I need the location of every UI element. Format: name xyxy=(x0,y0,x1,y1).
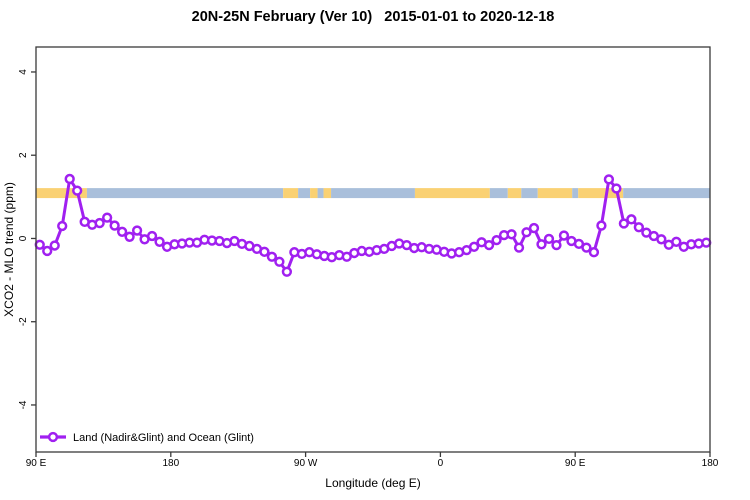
data-point-marker xyxy=(72,185,83,196)
y-tick-label: 4 xyxy=(18,69,29,75)
land-ocean-band-segment-land xyxy=(323,188,332,199)
x-axis-label: Longitude (deg E) xyxy=(325,476,420,490)
data-point-marker xyxy=(506,229,517,240)
data-point-marker xyxy=(146,230,158,242)
land-ocean-band-segment-land xyxy=(283,188,299,199)
data-point-marker xyxy=(154,236,165,247)
land-ocean-band-segment-land xyxy=(537,188,573,199)
data-point-marker xyxy=(34,239,45,250)
data-point-marker xyxy=(94,217,105,229)
data-point-marker xyxy=(521,227,532,238)
y-tick-label: 2 xyxy=(18,152,29,158)
legend-label: Land (Nadir&Glint) and Ocean (Glint) xyxy=(73,432,254,444)
land-ocean-band-segment-ocean xyxy=(623,188,710,199)
data-point-marker xyxy=(596,220,607,231)
data-point-marker xyxy=(341,251,352,262)
data-point-marker xyxy=(101,212,113,223)
y-tick-label: 0 xyxy=(18,235,29,241)
x-tick-label: 180 xyxy=(702,458,719,469)
data-point-marker xyxy=(671,236,682,247)
data-point-marker xyxy=(656,234,667,245)
x-tick-label: 90 W xyxy=(294,458,318,469)
data-point-marker xyxy=(42,245,53,257)
y-axis-label: XCO2 - MLO trend (ppm) xyxy=(2,182,16,317)
data-point-marker xyxy=(581,242,592,253)
land-ocean-band-segment-ocean xyxy=(489,188,508,199)
chart-title: 20N-25N February (Ver 10) 2015-01-01 to … xyxy=(192,9,555,25)
land-ocean-band-segment-land xyxy=(414,188,490,199)
land-ocean-band-segment-ocean xyxy=(317,188,324,199)
legend-marker-icon xyxy=(47,431,59,443)
data-point-marker xyxy=(281,266,293,277)
data-point-marker xyxy=(116,226,128,237)
data-point-marker xyxy=(633,222,645,233)
x-tick-label: 0 xyxy=(438,458,444,469)
data-point-marker xyxy=(266,251,278,262)
data-point-marker xyxy=(551,239,562,251)
land-ocean-band-segment-ocean xyxy=(86,188,284,199)
x-tick-label: 90 E xyxy=(565,458,586,469)
data-point-marker xyxy=(611,183,622,194)
data-point-marker xyxy=(109,220,120,231)
land-ocean-band-segment-ocean xyxy=(572,188,579,199)
data-point-marker xyxy=(274,256,285,267)
data-point-marker xyxy=(483,239,495,251)
data-point-marker xyxy=(558,230,570,241)
data-point-marker xyxy=(259,246,270,257)
data-point-marker xyxy=(124,231,135,242)
land-ocean-band-segment-land xyxy=(507,188,522,199)
data-point-marker xyxy=(588,247,600,258)
y-tick-label: -4 xyxy=(18,400,29,409)
x-tick-label: 180 xyxy=(162,458,179,469)
data-point-marker xyxy=(543,233,555,245)
land-ocean-band-segment-land xyxy=(578,188,624,199)
land-ocean-band-segment-land xyxy=(36,188,87,199)
data-point-marker xyxy=(701,237,712,248)
data-point-marker xyxy=(513,242,525,253)
x-tick-label: 90 E xyxy=(26,458,47,469)
land-ocean-band-segment-ocean xyxy=(331,188,415,199)
data-point-marker xyxy=(131,225,143,236)
land-ocean-band-segment-ocean xyxy=(521,188,538,199)
data-point-marker xyxy=(64,173,75,185)
data-point-marker xyxy=(618,218,630,229)
data-point-marker xyxy=(57,220,68,232)
land-ocean-band-segment-ocean xyxy=(298,188,311,199)
data-point-marker xyxy=(603,174,615,185)
data-point-marker xyxy=(528,222,540,234)
data-point-marker xyxy=(491,234,502,246)
data-point-marker xyxy=(49,240,60,251)
data-point-marker xyxy=(626,214,637,225)
y-tick-label: -2 xyxy=(18,317,29,326)
data-point-marker xyxy=(468,241,480,252)
plot-border xyxy=(35,46,711,453)
data-point-marker xyxy=(536,239,547,250)
land-ocean-band-segment-land xyxy=(310,188,318,199)
data-point-marker xyxy=(573,238,585,250)
